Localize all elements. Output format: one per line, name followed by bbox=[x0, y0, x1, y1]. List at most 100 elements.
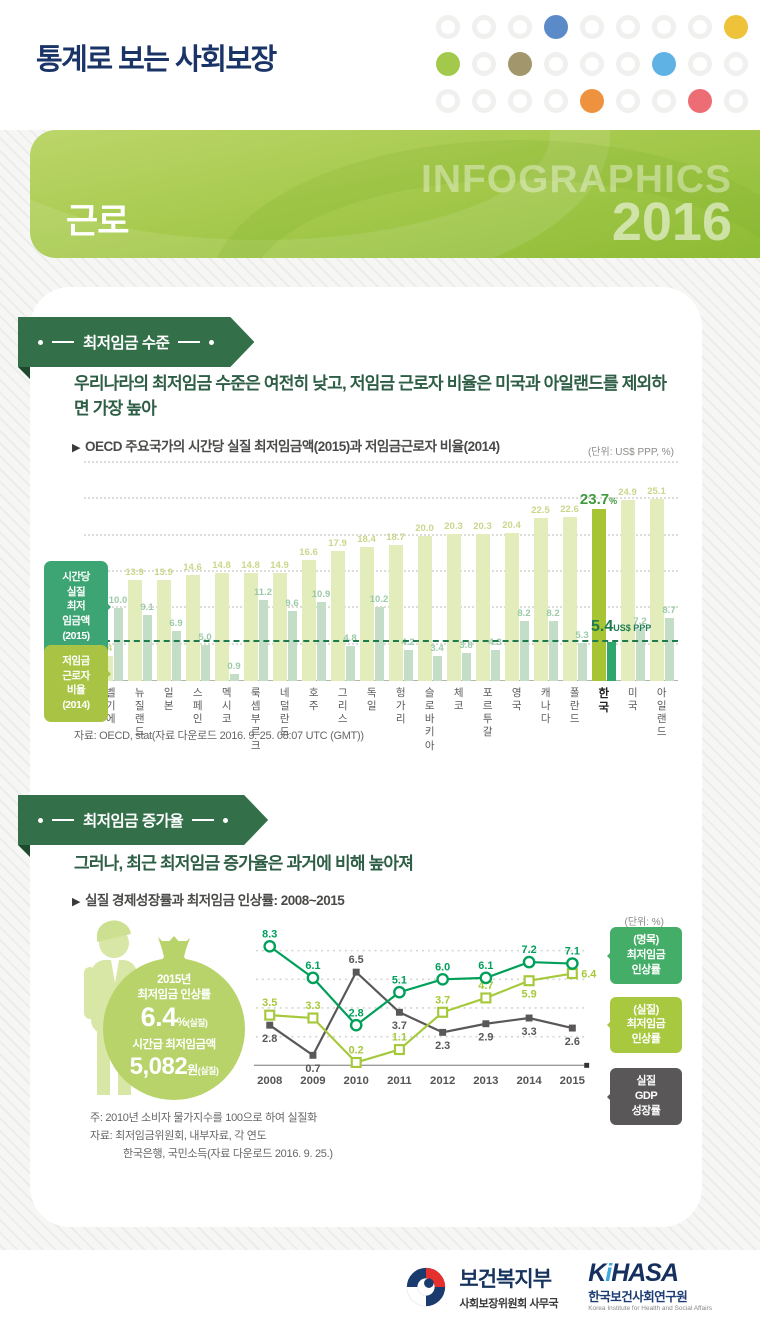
low-wage-ratio-bar: 23.7% bbox=[580, 491, 617, 681]
data-point-marker bbox=[525, 1014, 533, 1022]
wage-value-label: 3.8 bbox=[459, 640, 473, 652]
badge-line-decoration bbox=[178, 341, 200, 343]
dot-ring bbox=[580, 51, 604, 76]
minimum-wage-bar: 5.0 bbox=[198, 632, 212, 681]
wage-value-label: 9.1 bbox=[140, 601, 154, 613]
badge-line-decoration bbox=[192, 819, 214, 821]
dot-ring bbox=[652, 14, 676, 39]
line-chart-section: 2015년 최저임금 인상률 6.4%(실질) 시간급 최저임금액 5,082원… bbox=[64, 917, 682, 1125]
moneybag-amount: 5,082원(실질) bbox=[129, 1052, 219, 1080]
minimum-wage-reference-line bbox=[84, 639, 678, 642]
axis-end-marker bbox=[584, 1062, 590, 1068]
chart-title-arrow-icon: ▶ bbox=[72, 896, 80, 908]
moneybag-line3: 시간급 최저임금액 bbox=[132, 1038, 216, 1051]
country-label: 네덜 란드 bbox=[279, 687, 290, 739]
minimum-wage-bar: 10.2 bbox=[370, 594, 388, 681]
wage-value-label: 5.0 bbox=[198, 631, 212, 643]
ratio-value-label: 22.5 bbox=[531, 504, 550, 516]
section2-badge: 최저임금 증가율 bbox=[18, 795, 268, 857]
legend-chip-pointer bbox=[601, 1090, 613, 1103]
section2-badge-ribbon: 최저임금 증가율 bbox=[18, 795, 268, 845]
line-chart-legend: (명목) 최저임금 인상률 (실질) 최저임금 인상률 실질 GDP 성장률 bbox=[601, 917, 682, 1125]
value-label: 0.2 bbox=[349, 1045, 364, 1057]
data-point-marker bbox=[568, 1024, 576, 1032]
value-label: 3.5 bbox=[262, 997, 277, 1009]
section2-unit-label: (단위: %) bbox=[624, 917, 664, 928]
page-title: 통계로 보는 사회보장 bbox=[36, 44, 277, 76]
data-point-marker bbox=[307, 1012, 319, 1024]
value-label: 4.7 bbox=[478, 980, 493, 992]
low-wage-ratio-bar: 17.9 bbox=[328, 538, 347, 681]
dot-ring bbox=[688, 51, 712, 76]
section2-badge-label: 최저임금 증가율 bbox=[83, 813, 184, 830]
ratio-value-label: 13.9 bbox=[125, 567, 144, 578]
ratio-value-label: 23.7% bbox=[579, 490, 618, 508]
ratio-value-label: 20.3 bbox=[473, 520, 492, 532]
mohw-subtitle: 사회보장위원회 사무국 bbox=[459, 1297, 559, 1310]
data-point-marker bbox=[437, 1006, 449, 1018]
dot-filled bbox=[724, 14, 748, 39]
dot-ring bbox=[724, 88, 748, 113]
dot-filled bbox=[652, 51, 676, 76]
ratio-value-label: 14.9 bbox=[270, 559, 289, 571]
dot-ring bbox=[472, 88, 496, 113]
gridline bbox=[84, 570, 678, 572]
country-label: 캐나다 bbox=[540, 687, 551, 726]
minimum-wage-bar: 9.6 bbox=[285, 598, 299, 681]
value-label: 3.3 bbox=[305, 1000, 320, 1012]
bar-group: 20.3 4.3 포르 투갈 bbox=[473, 463, 502, 739]
wage-value-label: 5.3 bbox=[575, 629, 589, 641]
country-label: 그리스 bbox=[337, 687, 348, 726]
value-label: 1.1 bbox=[392, 1032, 407, 1044]
kihasa-wordmark: KiHASA bbox=[588, 1259, 679, 1287]
ratio-value-label: 20.4 bbox=[502, 519, 521, 531]
country-label: 멕시코 bbox=[221, 687, 232, 726]
line-chart: 2008 2009 2010 2011 2012 2013 2014 2015 2.8 0.7 6.… bbox=[246, 917, 602, 1109]
section2-notes: 주: 2010년 소비자 물가지수를 100으로 하여 실질화 자료: 최저임금… bbox=[90, 1109, 333, 1163]
data-point-marker bbox=[264, 1009, 276, 1021]
low-wage-ratio-bar: 20.4 bbox=[502, 520, 521, 681]
section1-source: 자료: OECD, stat(자료 다운로드 2016. 9. 25. 08:0… bbox=[74, 730, 364, 742]
banner-category: 근로 bbox=[66, 202, 129, 241]
bar-group: 20.4 8.2 영국 bbox=[502, 463, 531, 712]
low-wage-ratio-bar: 20.0 bbox=[415, 523, 434, 681]
watermark-year: 2016 bbox=[611, 192, 732, 252]
country-label: 아일 랜드 bbox=[656, 687, 667, 739]
source-line: 자료: 최저임금위원회, 내부자료, 각 연도 bbox=[90, 1130, 267, 1143]
dot-ring bbox=[724, 51, 748, 76]
banner-watermark: INFOGRAPHICS 2016 bbox=[421, 160, 732, 249]
value-label: 3.7 bbox=[392, 1020, 407, 1032]
wage-value-label: 4.3 bbox=[488, 636, 502, 648]
bar-group: 14.9 9.6 네덜 란드 bbox=[270, 463, 299, 739]
dot-ring bbox=[544, 88, 568, 113]
category-banner: INFOGRAPHICS 2016 근로 bbox=[30, 130, 760, 258]
ratio-value-label: 14.6 bbox=[183, 561, 202, 573]
low-wage-ratio-bar: 24.9 bbox=[618, 487, 637, 681]
data-point-marker bbox=[393, 1044, 405, 1056]
series-line bbox=[269, 970, 573, 1057]
minimum-wage-bar: 3.4 bbox=[430, 643, 444, 681]
wage-value-label: 10.2 bbox=[369, 593, 389, 605]
legend-chip: (실질) 최저임금 인상률 bbox=[607, 996, 682, 1054]
bar-group: 20.3 3.8 체코 bbox=[444, 463, 473, 713]
wage-value-label: 4.8 bbox=[343, 633, 357, 645]
ratio-value-label: 17.9 bbox=[328, 537, 347, 549]
wage-value-label: 11.2 bbox=[254, 586, 272, 598]
bar-group: 14.8 11.2 룩셈 부르크 bbox=[241, 463, 272, 751]
dot-filled bbox=[688, 88, 712, 113]
bar-group: 14.8 0.9 멕시코 bbox=[212, 463, 241, 725]
series-line bbox=[269, 972, 573, 1064]
dot-ring bbox=[616, 14, 640, 39]
country-label: 미국 bbox=[627, 687, 638, 713]
dot-ring bbox=[472, 51, 496, 76]
wage-value-label: 8.2 bbox=[546, 608, 560, 620]
country-label: 헝가리 bbox=[395, 687, 406, 726]
value-label: 7.1 bbox=[565, 946, 580, 958]
gridline bbox=[84, 533, 678, 536]
dot-filled bbox=[436, 51, 460, 76]
mohw-logo: 보건복지부 사회보장위원회 사무국 bbox=[403, 1263, 559, 1311]
data-point-marker bbox=[566, 968, 578, 980]
country-label: 룩셈 부르크 bbox=[250, 687, 261, 752]
content-card: 최저임금 수준 우리나라의 최저임금 수준은 여전히 낮고, 저임금 근로자 비… bbox=[18, 287, 702, 1227]
value-label: 5.1 bbox=[392, 974, 407, 986]
